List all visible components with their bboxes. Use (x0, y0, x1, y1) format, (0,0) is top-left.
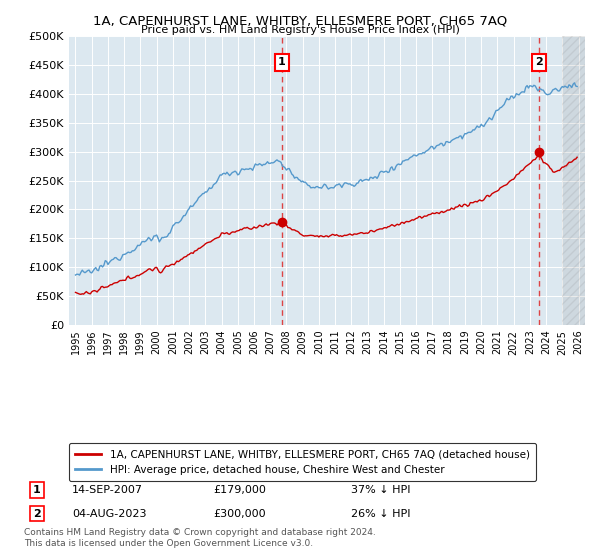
Text: 2: 2 (535, 57, 543, 67)
Text: 1: 1 (278, 57, 286, 67)
Text: 2: 2 (33, 508, 41, 519)
Text: £179,000: £179,000 (213, 485, 266, 495)
Text: 37% ↓ HPI: 37% ↓ HPI (351, 485, 410, 495)
Text: 1A, CAPENHURST LANE, WHITBY, ELLESMERE PORT, CH65 7AQ: 1A, CAPENHURST LANE, WHITBY, ELLESMERE P… (93, 14, 507, 27)
Text: £300,000: £300,000 (213, 508, 266, 519)
Text: 14-SEP-2007: 14-SEP-2007 (72, 485, 143, 495)
Legend: 1A, CAPENHURST LANE, WHITBY, ELLESMERE PORT, CH65 7AQ (detached house), HPI: Ave: 1A, CAPENHURST LANE, WHITBY, ELLESMERE P… (69, 444, 536, 481)
Text: Price paid vs. HM Land Registry's House Price Index (HPI): Price paid vs. HM Land Registry's House … (140, 25, 460, 35)
Text: 26% ↓ HPI: 26% ↓ HPI (351, 508, 410, 519)
Text: 04-AUG-2023: 04-AUG-2023 (72, 508, 146, 519)
Bar (562, 36, 593, 325)
Text: 1: 1 (33, 485, 41, 495)
Text: Contains HM Land Registry data © Crown copyright and database right 2024.
This d: Contains HM Land Registry data © Crown c… (24, 528, 376, 548)
